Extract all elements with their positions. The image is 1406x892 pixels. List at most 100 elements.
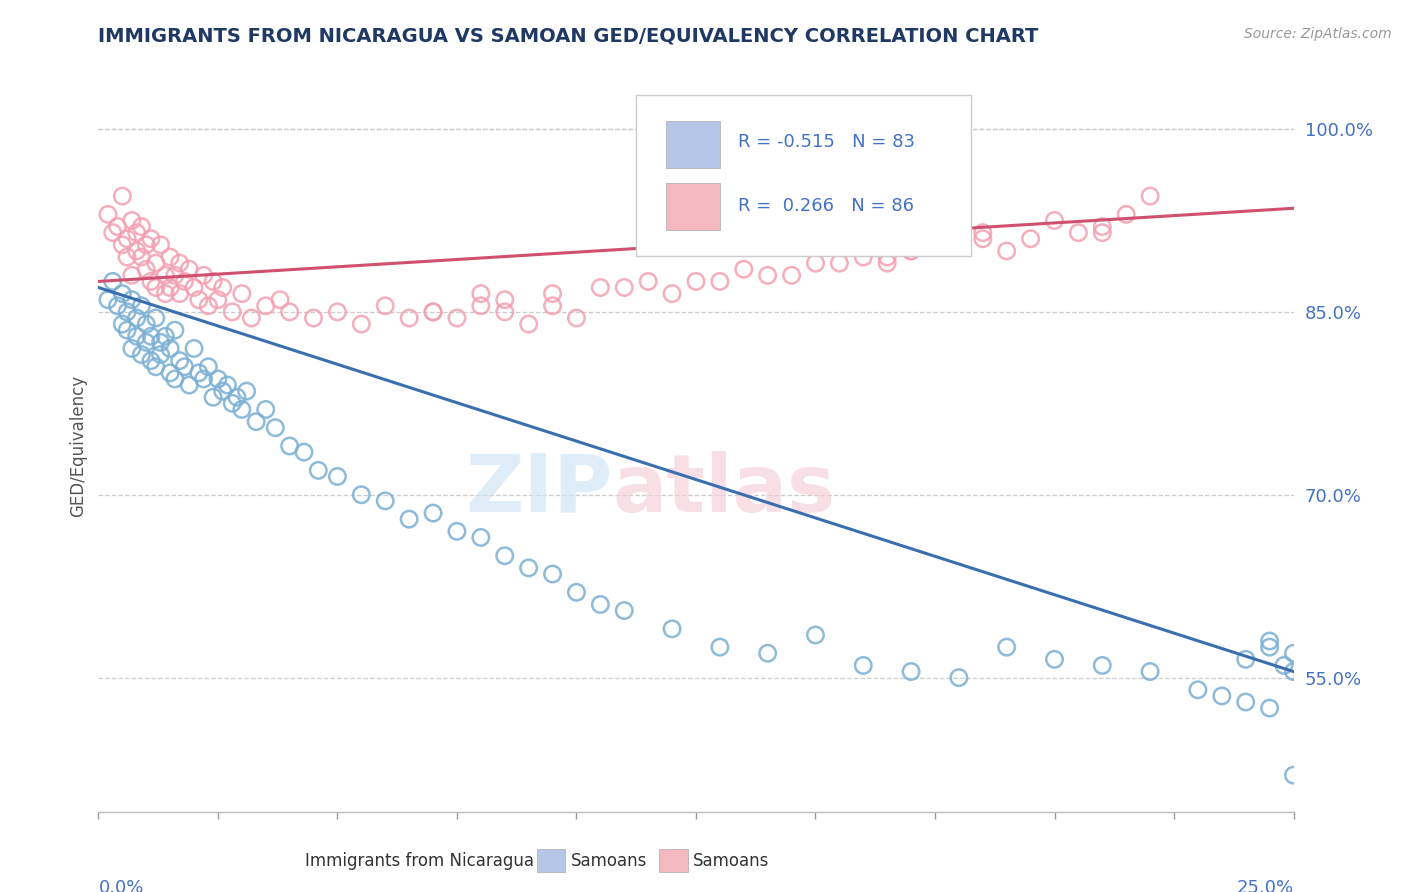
Point [139, 353, 162, 368]
Point [207, 372, 229, 386]
Point [1282, 646, 1305, 660]
Point [613, 603, 636, 617]
Point [852, 658, 875, 673]
Point [589, 280, 612, 294]
Point [398, 311, 420, 326]
Point [131, 219, 153, 234]
Text: 0.0%: 0.0% [98, 879, 143, 892]
Point [756, 268, 779, 283]
Y-axis label: GED/Equivalency: GED/Equivalency [69, 375, 87, 517]
Point [1091, 658, 1114, 673]
Point [131, 347, 153, 362]
Point [149, 335, 172, 350]
Point [661, 622, 683, 636]
Point [121, 268, 143, 283]
Point [541, 567, 564, 582]
Point [254, 402, 277, 417]
Point [661, 286, 683, 301]
Point [240, 311, 263, 326]
Point [541, 286, 564, 301]
Point [307, 463, 329, 477]
Point [876, 250, 898, 264]
Point [254, 299, 277, 313]
Point [197, 299, 219, 313]
Point [613, 280, 636, 294]
Point [494, 305, 516, 319]
Point [278, 439, 301, 453]
Point [155, 286, 177, 301]
Text: atlas: atlas [613, 450, 835, 529]
Point [221, 396, 243, 410]
Text: 25.0%: 25.0% [1236, 879, 1294, 892]
Point [804, 256, 827, 270]
Point [1139, 665, 1161, 679]
Point [1211, 689, 1233, 703]
Point [972, 232, 994, 246]
Point [900, 244, 922, 258]
Text: R =  0.266   N = 86: R = 0.266 N = 86 [738, 197, 914, 215]
FancyBboxPatch shape [666, 183, 720, 230]
Point [1091, 226, 1114, 240]
Point [202, 274, 225, 288]
Point [97, 293, 120, 307]
Point [1282, 768, 1305, 782]
Point [179, 378, 201, 392]
Point [179, 262, 201, 277]
Point [197, 359, 219, 374]
Point [292, 445, 315, 459]
Point [422, 305, 444, 319]
Text: Samoans: Samoans [571, 852, 647, 870]
Point [111, 189, 134, 203]
Point [565, 311, 588, 326]
Point [107, 299, 129, 313]
Point [1258, 640, 1281, 655]
Point [269, 293, 291, 307]
Point [193, 372, 215, 386]
Point [374, 299, 396, 313]
Point [135, 317, 157, 331]
Point [121, 213, 143, 227]
Point [231, 402, 253, 417]
Point [446, 311, 468, 326]
Point [780, 268, 803, 283]
Text: Samoans: Samoans [693, 852, 769, 870]
Point [470, 530, 492, 544]
Point [183, 280, 205, 294]
Point [1091, 219, 1114, 234]
Point [139, 274, 162, 288]
Point [517, 561, 540, 575]
Point [169, 286, 191, 301]
Point [446, 524, 468, 539]
Point [183, 342, 205, 356]
Point [207, 293, 229, 307]
Point [145, 280, 167, 294]
Point [1272, 658, 1295, 673]
Point [1043, 213, 1066, 227]
Point [995, 640, 1018, 655]
Point [733, 262, 755, 277]
Point [900, 244, 922, 258]
Point [145, 359, 167, 374]
FancyBboxPatch shape [666, 120, 720, 168]
Point [221, 305, 243, 319]
Point [1282, 665, 1305, 679]
Point [163, 372, 186, 386]
Point [1258, 634, 1281, 648]
Point [756, 646, 779, 660]
Point [948, 238, 970, 252]
Point [111, 238, 134, 252]
Point [876, 256, 898, 270]
Point [1043, 652, 1066, 666]
Point [1139, 189, 1161, 203]
Point [111, 317, 134, 331]
Point [972, 226, 994, 240]
Point [828, 256, 851, 270]
Point [1234, 695, 1257, 709]
Point [145, 256, 167, 270]
Point [900, 665, 922, 679]
Point [169, 256, 191, 270]
Point [852, 250, 875, 264]
Point [97, 207, 120, 221]
Point [111, 286, 134, 301]
Point [159, 250, 181, 264]
